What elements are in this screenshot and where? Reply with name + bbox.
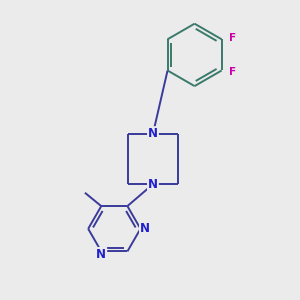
Text: N: N xyxy=(148,178,158,191)
Text: N: N xyxy=(140,222,150,235)
Text: N: N xyxy=(96,248,106,261)
Text: F: F xyxy=(229,33,236,43)
Text: N: N xyxy=(148,127,158,140)
Text: F: F xyxy=(229,67,236,77)
